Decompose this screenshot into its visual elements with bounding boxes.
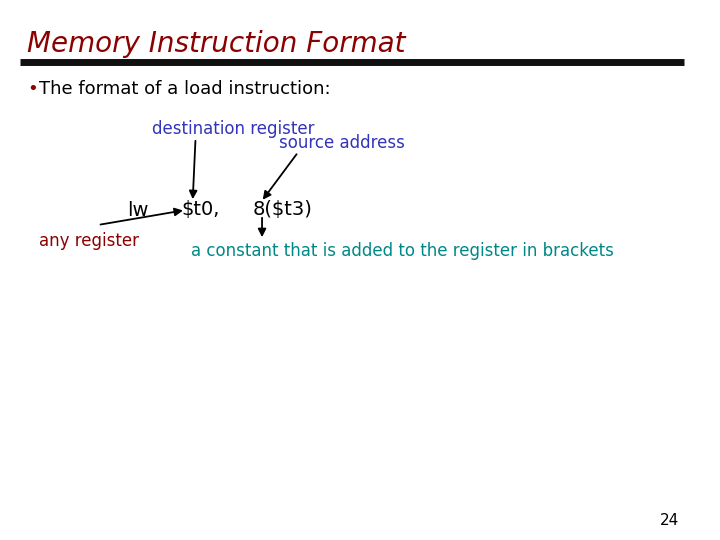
Text: •: • (27, 80, 38, 98)
Text: destination register: destination register (151, 120, 314, 138)
Text: $t0,: $t0, (181, 200, 220, 219)
Text: lw: lw (127, 200, 148, 219)
Text: a constant that is added to the register in brackets: a constant that is added to the register… (191, 242, 613, 260)
Text: The format of a load instruction:: The format of a load instruction: (39, 80, 330, 98)
Text: any register: any register (39, 232, 139, 250)
Text: source address: source address (279, 134, 405, 152)
Text: 24: 24 (660, 513, 680, 528)
Text: 8($t3): 8($t3) (252, 200, 312, 219)
Text: Memory Instruction Format: Memory Instruction Format (27, 30, 406, 58)
